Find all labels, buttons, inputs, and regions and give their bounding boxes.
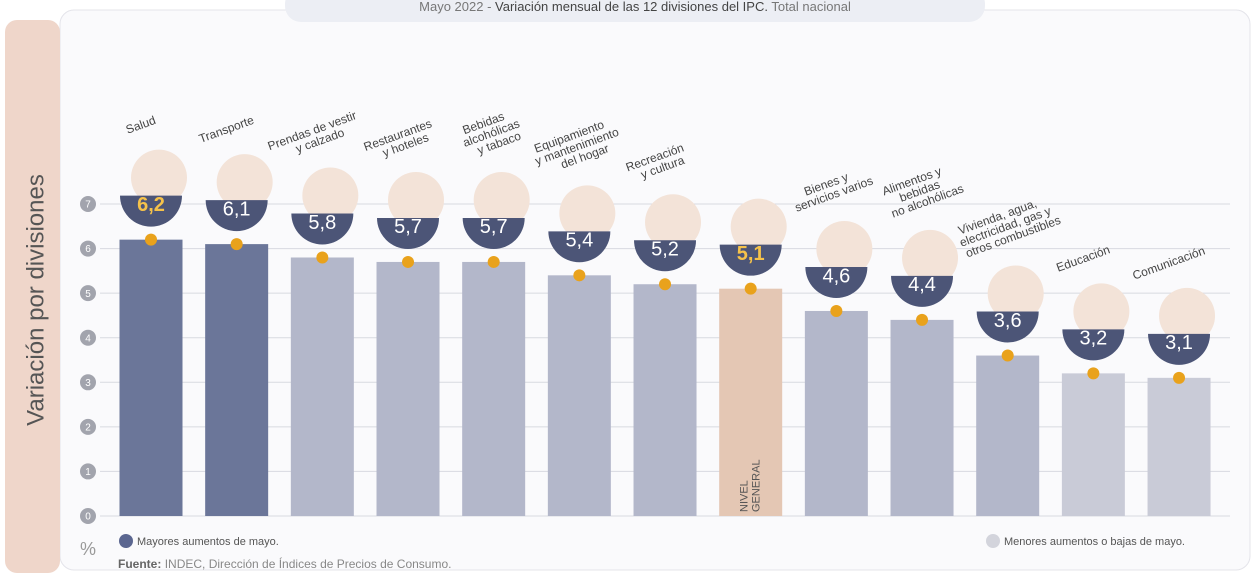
y-tick-label: 7 (85, 200, 91, 211)
y-tick-label: 0 (85, 512, 91, 523)
bar (548, 275, 611, 516)
chart: Variación por divisiones Mayo 2022 - Var… (0, 0, 1253, 573)
title-part: Mayo 2022 - (419, 0, 491, 14)
legend-label: Mayores aumentos de mayo. (137, 536, 279, 548)
bar (891, 320, 954, 516)
bar (1148, 378, 1211, 516)
source-text: INDEC, Dirección de Índices de Precios d… (165, 556, 452, 571)
bar (205, 244, 268, 516)
source: Fuente: INDEC, Dirección de Índices de P… (118, 556, 451, 571)
bar (291, 257, 354, 516)
value-label: 3,6 (994, 310, 1022, 332)
value-label: 5,2 (651, 239, 679, 261)
y-tick-label: 6 (85, 244, 91, 255)
value-label: 5,4 (565, 230, 593, 252)
bar (805, 311, 868, 516)
legend-label: Menores aumentos o bajas de mayo. (1004, 536, 1185, 548)
unit: % (80, 539, 96, 559)
value-dot (231, 238, 243, 250)
category-label: NIVEL (739, 480, 751, 512)
bar (1062, 373, 1125, 516)
value-dot (145, 234, 157, 246)
value-dot (916, 314, 928, 326)
value-dot (1173, 372, 1185, 384)
value-label: 3,2 (1079, 328, 1107, 350)
value-dot (659, 278, 671, 290)
value-dot (1087, 367, 1099, 379)
y-tick-label: 4 (85, 333, 91, 344)
legend-swatch (986, 534, 1000, 548)
y-tick-label: 3 (85, 378, 91, 389)
y-tick-label: 2 (85, 422, 91, 433)
category-label: GENERAL (751, 459, 763, 512)
title-part: Variación mensual de las 12 divisiones d… (495, 0, 768, 14)
value-label: 6,2 (137, 194, 165, 216)
value-dot (1002, 350, 1014, 362)
value-dot (402, 256, 414, 268)
bar (120, 240, 183, 516)
value-label: 5,1 (737, 243, 765, 265)
value-label: 5,7 (480, 216, 508, 238)
value-label: 3,1 (1165, 332, 1193, 354)
bar (377, 262, 440, 516)
source-bold: Fuente: (118, 557, 161, 571)
title-part: Total nacional (771, 0, 851, 14)
y-axis-label: Variación por divisiones (22, 174, 49, 426)
value-dot (830, 305, 842, 317)
value-label: 6,1 (223, 198, 251, 220)
bar (634, 284, 697, 516)
value-label: 5,8 (308, 212, 336, 234)
value-dot (316, 251, 328, 263)
bar (976, 356, 1039, 516)
value-dot (573, 269, 585, 281)
legend-swatch (119, 534, 133, 548)
chart-title: Mayo 2022 - Variación mensual de las 12 … (419, 0, 851, 14)
value-label: 5,7 (394, 216, 422, 238)
value-label: 4,6 (822, 265, 850, 287)
bar (462, 262, 525, 516)
value-dot (488, 256, 500, 268)
y-tick-label: 1 (85, 467, 91, 478)
value-label: 4,4 (908, 274, 936, 296)
y-tick-label: 5 (85, 289, 91, 300)
value-dot (745, 283, 757, 295)
